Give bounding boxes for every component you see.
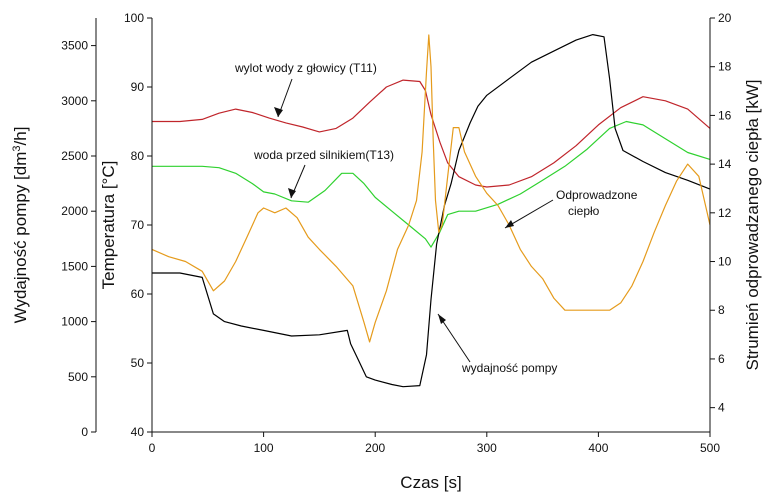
pump-tick-label-1: 500 [68, 370, 88, 384]
annotation-pump-arrowhead [438, 314, 446, 324]
pump-tick-label-2: 1000 [61, 315, 88, 329]
heat-tick-label-4: 12 [718, 206, 732, 220]
pump-tick-label-4: 2000 [61, 204, 88, 218]
heat-axis-title: Strumień odprowadzanego ciepła [kW] [743, 79, 762, 370]
pump-tick-label-6: 3000 [61, 94, 88, 108]
pump-tick-label-3: 1500 [61, 259, 88, 273]
series-line-0 [152, 79, 711, 188]
temperature-axis: 40 50 60 70 80 90 100 [124, 11, 153, 439]
heat-tick-label-0: 4 [718, 401, 725, 415]
series-line-3 [151, 34, 711, 343]
temp-tick-label-4: 80 [131, 149, 145, 163]
pump-axis-title-part1: Wydajność pompy [dm [11, 152, 30, 324]
pump-tick-label-0: 0 [81, 425, 88, 439]
pump-axis-title: Wydajność pompy [dm3/h] [11, 127, 30, 324]
heat-tick-label-7: 18 [718, 60, 732, 74]
time-tick-label-5: 500 [700, 441, 720, 455]
time-tick-label-3: 300 [477, 441, 497, 455]
time-axis: 0 100 200 300 400 500 [149, 431, 720, 455]
annotation-pump: wydajność pompy [461, 361, 557, 375]
time-tick-label-0: 0 [149, 441, 156, 455]
time-tick-label-1: 100 [254, 441, 274, 455]
heat-axis: 4 6 8 10 12 14 16 18 20 [709, 11, 732, 432]
temp-tick-label-1: 50 [131, 356, 145, 370]
annotation-t13: woda przed silnikiem(T13) [253, 148, 394, 162]
pump-tick-label-5: 2500 [61, 149, 88, 163]
pump-axis-title-part3: /h] [11, 127, 30, 146]
heat-tick-label-2: 8 [718, 303, 725, 317]
heat-tick-label-3: 10 [718, 255, 732, 269]
annotations: wylot wody z głowicy (T11) woda przed si… [234, 61, 638, 375]
temp-tick-label-5: 90 [131, 80, 145, 94]
series-line-2 [152, 34, 711, 388]
plot-lines [151, 34, 711, 388]
heat-tick-label-8: 20 [718, 11, 732, 25]
temp-tick-label-3: 70 [131, 218, 145, 232]
temp-tick-label-0: 40 [131, 425, 145, 439]
heat-tick-label-1: 6 [718, 352, 725, 366]
pump-axis: 0 500 1000 1500 2000 2500 3000 3500 [61, 18, 97, 439]
x-axis-title: Czas [s] [400, 473, 461, 492]
annotation-t11: wylot wody z głowicy (T11) [234, 61, 377, 75]
series-line-1 [152, 120, 711, 248]
annotation-t13-arrowhead [288, 188, 296, 198]
annotation-heat-line2: ciepło [568, 204, 600, 218]
annotation-heat-arrowhead [505, 220, 514, 228]
pump-tick-label-7: 3500 [61, 39, 88, 53]
annotation-t11-arrowhead [274, 107, 283, 117]
temp-tick-label-6: 100 [124, 11, 144, 25]
annotation-heat-line1: Odprowadzone [556, 188, 638, 202]
heat-tick-label-5: 14 [718, 157, 732, 171]
pump-axis-title-superscript: 3 [11, 145, 23, 151]
temp-tick-label-2: 60 [131, 287, 145, 301]
annotation-heat-arrow [504, 199, 554, 229]
temperature-axis-title: Temperatura [°C] [99, 161, 118, 290]
time-tick-label-4: 400 [588, 441, 608, 455]
heat-tick-label-6: 16 [718, 108, 732, 122]
time-tick-label-2: 200 [365, 441, 385, 455]
